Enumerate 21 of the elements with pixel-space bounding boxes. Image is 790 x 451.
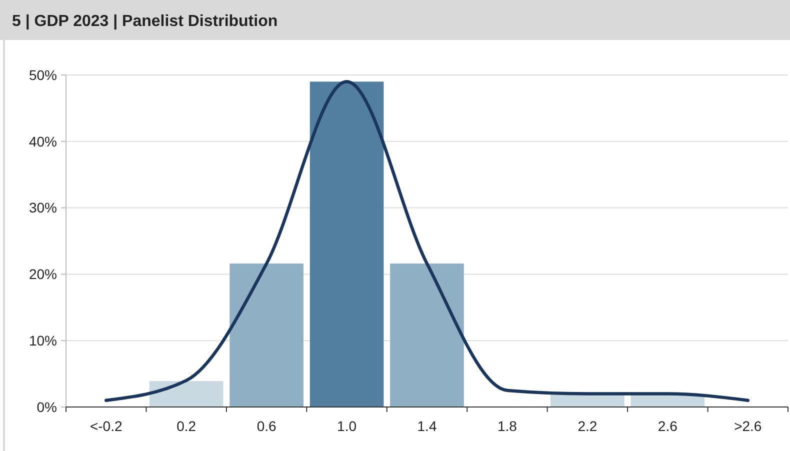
bar <box>149 381 224 407</box>
y-tick-label: 10% <box>28 332 57 348</box>
x-tick-label: <-0.2 <box>90 418 122 434</box>
x-tick-label: 0.6 <box>256 418 276 434</box>
chart-title: 5 | GDP 2023 | Panelist Distribution <box>12 13 278 30</box>
x-tick-label: >2.6 <box>734 418 762 434</box>
bar <box>310 82 384 407</box>
x-tick-label: 2.2 <box>578 418 598 434</box>
x-tick-label: 2.6 <box>658 418 678 434</box>
y-tick-label: 50% <box>28 66 57 83</box>
y-tick-label: 0% <box>36 398 57 415</box>
x-tick-label: 0.2 <box>176 418 196 434</box>
x-tick-label: 1.0 <box>337 418 357 434</box>
x-tick-label: 1.4 <box>417 418 437 434</box>
bar <box>230 264 304 407</box>
line-series <box>104 80 750 402</box>
y-tick-label: 30% <box>28 200 57 216</box>
bar <box>390 264 464 407</box>
y-tick-label: 20% <box>28 266 57 282</box>
x-tick-label: 1.8 <box>497 418 518 434</box>
y-tick-label: 40% <box>28 133 57 150</box>
